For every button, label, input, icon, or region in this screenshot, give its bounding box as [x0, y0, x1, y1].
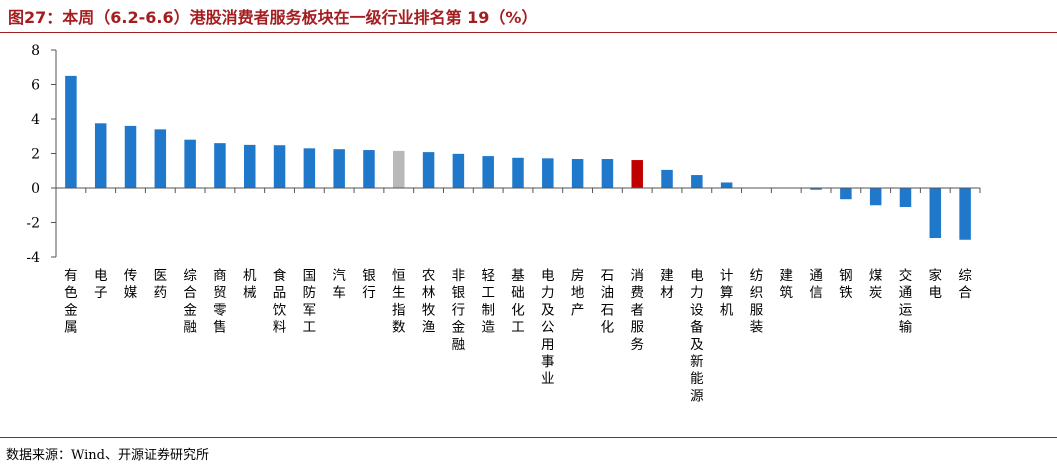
category-label: 计算机 — [720, 268, 734, 318]
category-label: 恒生指数 — [392, 268, 406, 336]
y-tick-label: 8 — [31, 43, 40, 59]
category-label: 食品饮料 — [273, 267, 287, 336]
bar — [422, 152, 435, 188]
bar — [631, 160, 643, 188]
bar — [124, 125, 137, 188]
category-label: 基础化工 — [511, 267, 525, 336]
y-axis: -4 -2 0 2 4 6 8 — [26, 43, 57, 266]
bar — [571, 159, 584, 188]
title-divider — [0, 32, 1057, 33]
bar — [720, 182, 733, 188]
bar — [214, 143, 226, 188]
bar — [393, 150, 405, 188]
category-label: 交通运输 — [899, 267, 913, 336]
y-tick-label: -2 — [26, 216, 40, 232]
category-label: 建材 — [660, 268, 674, 301]
y-tick-label: 4 — [31, 112, 40, 128]
category-label: 电子 — [94, 268, 108, 301]
category-label: 家电 — [929, 267, 943, 301]
category-label: 汽车 — [332, 268, 346, 301]
bar — [65, 75, 77, 188]
y-tick-label: 0 — [31, 181, 40, 197]
category-label: 电力及公用事业 — [541, 268, 555, 387]
bar — [929, 188, 942, 239]
category-label: 银行 — [362, 268, 376, 301]
bar — [601, 159, 614, 188]
bar — [333, 149, 345, 188]
bar — [959, 188, 971, 240]
footer-divider — [0, 437, 1057, 438]
category-label: 石油石化 — [601, 268, 615, 336]
y-tick-label: 2 — [31, 147, 40, 163]
category-label: 建筑 — [780, 268, 794, 301]
category-label: 房地产 — [571, 268, 585, 318]
bars — [65, 75, 971, 240]
bar — [899, 188, 912, 207]
category-label: 有色金属 — [64, 268, 78, 336]
bar — [243, 144, 256, 188]
bar — [810, 188, 822, 190]
category-label: 机械 — [243, 268, 257, 301]
category-label: 消费者服务 — [630, 268, 644, 353]
bar — [840, 188, 852, 200]
category-label: 商贸零售 — [213, 268, 227, 336]
category-label: 非银行金融 — [452, 268, 466, 353]
bar — [452, 153, 465, 188]
bar — [691, 175, 703, 188]
category-label: 综合 — [958, 268, 972, 301]
bar — [94, 123, 107, 188]
bar — [184, 139, 196, 188]
category-label: 传媒 — [124, 268, 138, 301]
bar — [869, 188, 882, 206]
category-label: 电力设备及新能源 — [690, 268, 704, 404]
x-axis — [55, 187, 981, 193]
category-label: 纺织服装 — [750, 268, 764, 336]
bar — [512, 157, 524, 188]
category-label: 农林牧渔 — [422, 268, 436, 336]
bar — [542, 158, 554, 188]
category-label: 医药 — [154, 268, 168, 301]
category-label: 综合金融 — [183, 268, 197, 336]
y-tick-label: -4 — [26, 250, 40, 266]
bar — [273, 145, 286, 188]
y-tick-label: 6 — [31, 78, 40, 94]
category-label: 国防军工 — [303, 268, 317, 336]
category-label: 轻工制造 — [481, 268, 495, 336]
category-label: 煤炭 — [869, 268, 883, 301]
bar — [482, 156, 494, 188]
bar — [154, 129, 167, 188]
bar — [363, 150, 375, 188]
chart-title: 图27：本周（6.2-6.6）港股消费者服务板块在一级行业排名第 19（%） — [8, 8, 538, 27]
category-label: 钢铁 — [839, 268, 853, 301]
category-label: 通信 — [809, 268, 823, 301]
bar — [661, 169, 673, 188]
bar — [303, 148, 316, 188]
source-note: 数据来源：Wind、开源证券研究所 — [6, 448, 209, 463]
